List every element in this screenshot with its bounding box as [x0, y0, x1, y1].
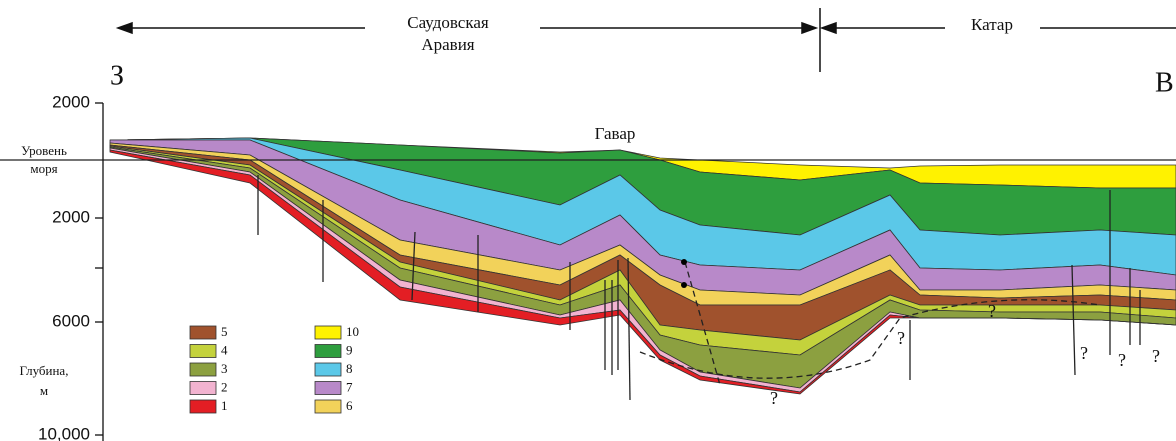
- unknown-mark: ?: [1118, 350, 1126, 370]
- direction-label: В: [1155, 67, 1174, 98]
- depth-label: Глубина,: [20, 363, 69, 378]
- legend-swatch: [190, 382, 216, 395]
- region-label: Катар: [971, 15, 1013, 34]
- legend-swatch: [315, 363, 341, 376]
- strata: [110, 138, 1176, 394]
- depth-label: 10,000: [38, 424, 90, 441]
- unknown-mark: ?: [897, 328, 905, 348]
- legend-label: 7: [346, 379, 353, 394]
- legend-swatch: [190, 363, 216, 376]
- depth-axis: [95, 103, 103, 441]
- direction-label: З: [110, 60, 124, 91]
- legend-label: 5: [221, 324, 228, 339]
- legend-label: 3: [221, 361, 228, 376]
- legend-swatch: [315, 326, 341, 339]
- legend-label: 6: [346, 398, 353, 413]
- depth-label: 6000: [52, 311, 90, 330]
- region-label: Саудовская: [407, 13, 489, 32]
- cross-section: Саудовская Аравия Катар З В Гавар 2000 У…: [0, 0, 1176, 441]
- legend-label: 10: [346, 324, 359, 339]
- field-label: Гавар: [595, 124, 636, 143]
- legend-swatch: [190, 345, 216, 358]
- depth-label: 2000: [52, 207, 90, 226]
- region-label: Аравия: [421, 35, 474, 54]
- legend: 1 2 3 4 5 6 7 8 9 10: [190, 324, 359, 413]
- legend-swatch: [315, 382, 341, 395]
- unknown-mark: ?: [1080, 343, 1088, 363]
- unknown-mark: ?: [988, 301, 996, 321]
- region-arrows: [118, 8, 1176, 72]
- legend-swatch: [315, 400, 341, 413]
- legend-swatch: [190, 326, 216, 339]
- legend-swatch: [315, 345, 341, 358]
- legend-label: 4: [221, 342, 228, 357]
- legend-swatch: [190, 400, 216, 413]
- unknown-mark: ?: [770, 388, 778, 408]
- unknown-mark: ?: [1152, 346, 1160, 366]
- legend-label: 9: [346, 342, 353, 357]
- depth-label: Уровень: [21, 143, 67, 158]
- depth-label: м: [40, 383, 48, 398]
- legend-label: 8: [346, 361, 353, 376]
- depth-label: моря: [30, 161, 57, 176]
- well-point: [681, 259, 687, 265]
- well-point: [681, 282, 687, 288]
- depth-label: 2000: [52, 92, 90, 111]
- legend-label: 1: [221, 398, 228, 413]
- legend-label: 2: [221, 379, 228, 394]
